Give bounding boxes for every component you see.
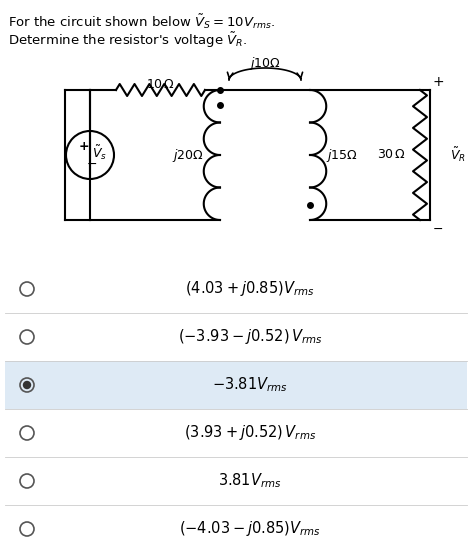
FancyBboxPatch shape xyxy=(5,361,467,409)
Text: $-$: $-$ xyxy=(86,156,98,170)
Text: $j10\Omega$: $j10\Omega$ xyxy=(249,55,281,72)
Text: $-3.81V_{rms}$: $-3.81V_{rms}$ xyxy=(212,375,288,394)
Text: $(4.03 + j0.85)V_{rms}$: $(4.03 + j0.85)V_{rms}$ xyxy=(185,279,315,299)
Text: $\tilde{V}_R$: $\tilde{V}_R$ xyxy=(450,146,466,164)
Text: $(-3.93 - j0.52)\, V_{rms}$: $(-3.93 - j0.52)\, V_{rms}$ xyxy=(178,327,322,347)
Text: Determine the resistor's voltage $\tilde{V}_R$.: Determine the resistor's voltage $\tilde… xyxy=(8,30,247,50)
Text: $(-4.03 - j0.85)V_{rms}$: $(-4.03 - j0.85)V_{rms}$ xyxy=(179,519,321,539)
Circle shape xyxy=(24,382,30,389)
Text: $3.81V_{rms}$: $3.81V_{rms}$ xyxy=(218,472,282,491)
Text: $\tilde{V}_s$: $\tilde{V}_s$ xyxy=(92,144,108,162)
Text: $j20\Omega$: $j20\Omega$ xyxy=(172,147,204,164)
Text: $(3.93 + j0.52)\, V_{rms}$: $(3.93 + j0.52)\, V_{rms}$ xyxy=(184,424,316,442)
Text: $-$: $-$ xyxy=(432,222,444,234)
Text: $30\,\Omega$: $30\,\Omega$ xyxy=(377,149,407,161)
Text: +: + xyxy=(79,139,89,153)
Text: +: + xyxy=(432,75,444,89)
Text: $10\,\Omega$: $10\,\Omega$ xyxy=(146,78,175,91)
Text: For the circuit shown below $\tilde{V}_S = 10V_{rms}$.: For the circuit shown below $\tilde{V}_S… xyxy=(8,12,275,30)
Text: $j15\Omega$: $j15\Omega$ xyxy=(326,147,358,164)
